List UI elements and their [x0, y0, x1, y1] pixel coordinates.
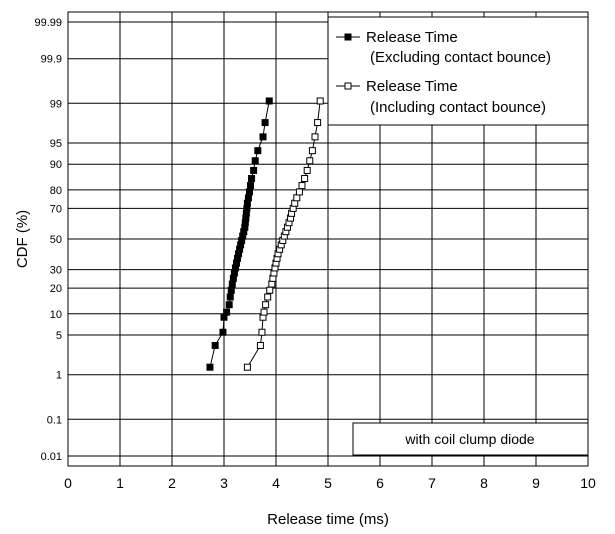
- y-tick-label: 50: [50, 234, 62, 246]
- data-point: [225, 301, 233, 309]
- y-tick-label: 99: [50, 98, 62, 110]
- y-tick-label: 90: [50, 159, 62, 171]
- data-point: [258, 328, 266, 336]
- legend: Release Time (Excluding contact bounce) …: [327, 16, 589, 126]
- series-layer: [206, 97, 324, 371]
- y-tick-label: 0.01: [41, 451, 62, 463]
- legend-marker-open-square: [344, 82, 352, 90]
- annotation: with coil clump diode: [352, 422, 589, 456]
- x-tick-label: 0: [64, 475, 72, 491]
- y-tick-label: 70: [50, 203, 62, 215]
- y-tick-label: 0.1: [47, 414, 62, 426]
- legend-entry-excluding: Release Time (Excluding contact bounce): [336, 29, 551, 66]
- x-tick-label: 1: [116, 475, 124, 491]
- data-point: [247, 182, 255, 190]
- series-including: [243, 97, 324, 371]
- data-point: [254, 147, 262, 155]
- annotation-box: [352, 422, 589, 456]
- x-tick-label: 10: [580, 475, 596, 491]
- data-point: [301, 175, 309, 183]
- data-point: [311, 133, 319, 141]
- data-point: [206, 363, 214, 371]
- y-tick-label: 5: [56, 330, 62, 342]
- y-tick-label: 80: [50, 185, 62, 197]
- x-tick-label: 6: [376, 475, 384, 491]
- legend-marker-filled-square: [344, 33, 352, 41]
- y-tick-label: 10: [50, 309, 62, 321]
- data-point: [256, 341, 264, 349]
- legend-entry-including: Release Time (Including contact bounce): [336, 78, 546, 116]
- data-point: [298, 182, 306, 190]
- data-point: [227, 286, 235, 294]
- data-point: [264, 293, 272, 301]
- x-tick-label: 9: [532, 475, 540, 491]
- data-point: [266, 286, 274, 294]
- data-point: [244, 194, 252, 202]
- legend-label-including: Release Time: [366, 78, 458, 95]
- y-tick-label: 99.9: [41, 54, 62, 66]
- data-point: [248, 175, 256, 183]
- data-point: [262, 301, 270, 309]
- data-point: [250, 166, 258, 174]
- data-point: [219, 328, 227, 336]
- x-tick-label: 5: [324, 475, 332, 491]
- x-tick-label: 4: [272, 475, 280, 491]
- legend-box: [327, 16, 589, 126]
- data-point: [211, 341, 219, 349]
- y-tick-label: 99.99: [34, 17, 62, 29]
- data-point: [293, 194, 301, 202]
- x-axis-title: Release time (ms): [267, 511, 389, 528]
- data-point: [245, 188, 253, 196]
- x-tick-label: 7: [428, 475, 436, 491]
- y-tick-label: 30: [50, 265, 62, 277]
- data-point: [265, 97, 273, 105]
- legend-sublabel-excluding: (Excluding contact bounce): [370, 49, 551, 66]
- legend-label-excluding: Release Time: [366, 29, 458, 46]
- x-tick-label: 8: [480, 475, 488, 491]
- data-point: [223, 308, 231, 316]
- data-point: [259, 133, 267, 141]
- tick-labels: 0 1 2 3 4 5 6 7 8 9 10 0.01 0.1 1 5 10 20 30 50 70 80 90 95 99 9…: [34, 17, 596, 491]
- x-tick-label: 3: [220, 475, 228, 491]
- legend-sublabel-including: (Including contact bounce): [370, 99, 546, 116]
- y-tick-label: 95: [50, 138, 62, 150]
- data-point: [314, 119, 322, 127]
- annotation-text: with coil clump diode: [404, 431, 534, 447]
- data-point: [295, 188, 303, 196]
- data-point: [308, 147, 316, 155]
- data-point: [226, 293, 234, 301]
- data-point: [251, 157, 259, 165]
- plot-frame: [67, 11, 589, 467]
- data-point: [268, 280, 276, 288]
- x-tick-label: 2: [168, 475, 176, 491]
- data-point: [261, 119, 269, 127]
- data-point: [316, 97, 324, 105]
- y-tick-label: 1: [56, 370, 62, 382]
- series-excluding: [206, 97, 273, 371]
- y-tick-label: 20: [50, 283, 62, 295]
- y-axis-title: CDF (%): [14, 210, 31, 268]
- data-point: [303, 166, 311, 174]
- data-point: [260, 308, 268, 316]
- data-point: [306, 157, 314, 165]
- data-point: [228, 280, 236, 288]
- data-point: [243, 363, 251, 371]
